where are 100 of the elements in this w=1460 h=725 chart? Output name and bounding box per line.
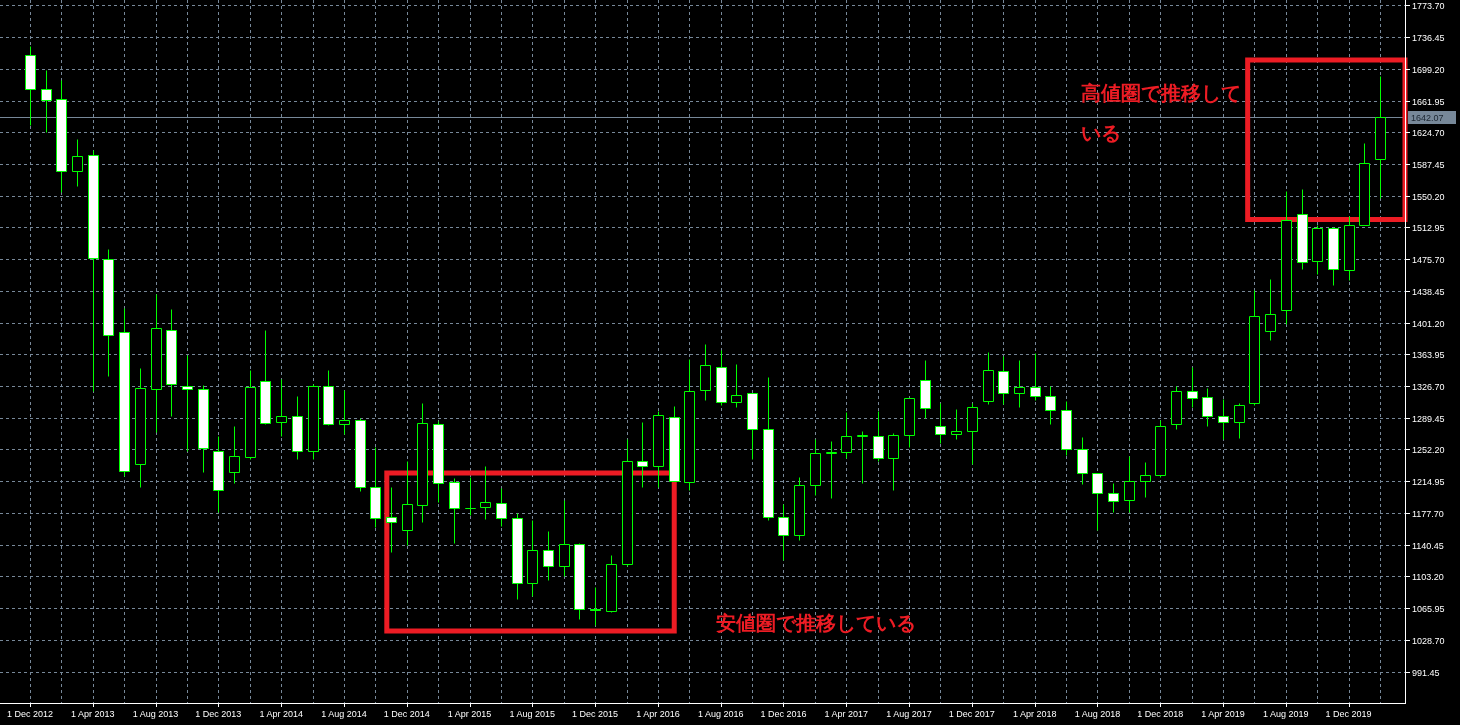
y-tick-label: 1587.45 [1412,159,1445,170]
x-tick-label: 1 Aug 2014 [321,709,367,719]
candlestick [1155,420,1166,478]
candlestick [135,368,146,488]
candlestick [1108,483,1119,513]
candlestick [1014,360,1025,408]
candlestick [260,330,271,425]
x-tick-label: 1 Aug 2015 [509,709,556,719]
candlestick [527,520,538,597]
candlestick [590,587,601,626]
y-tick-label: 991.45 [1412,667,1440,678]
candlestick [716,350,727,406]
candlestick [700,344,711,401]
y-tick-label: 1363.95 [1412,349,1445,360]
x-tick-label: 1 Aug 2019 [1263,709,1309,719]
x-tick-label: 1 Apr 2015 [447,709,492,719]
candlestick [166,309,177,417]
x-tick-label: 1 Aug 2017 [886,709,932,719]
candlestick [920,360,931,419]
candlestick [983,352,994,405]
candlestick [622,439,633,567]
x-tick-label: 1 Apr 2019 [1201,709,1245,719]
candlestick [213,436,224,513]
candlestick [449,478,460,544]
y-tick-label: 1065.95 [1412,603,1445,614]
candlestick [888,433,899,491]
y-tick-label: 1624.70 [1412,127,1445,138]
candlestick [229,426,240,484]
x-tick-label: 1 Dec 2018 [1137,709,1184,719]
y-tick-label: 1140.45 [1412,540,1444,551]
candlestick [998,356,1009,405]
candlestick [1045,386,1056,425]
x-tick-label: 1 Apr 2014 [259,709,303,719]
candlestick [1030,353,1041,401]
candlestick [794,477,805,541]
candlestick [339,390,350,435]
x-tick-label: 1 Dec 2017 [948,709,995,719]
candlestick [433,421,444,503]
annotation: 安値圏で推移している [715,611,916,635]
x-tick-label: 1 Dec 2014 [383,709,430,719]
y-tick-label: 1401.20 [1412,318,1445,329]
candlestick [323,370,334,426]
candlestick [1124,456,1135,513]
candlestick [574,543,585,620]
x-tick-label: 1 Aug 2016 [697,709,744,719]
candlestick [198,385,209,473]
candlestick [512,513,523,600]
candlestick [669,406,680,482]
candlestick [1297,189,1308,270]
candlestick [1265,279,1276,341]
x-tick-label: 1 Aug 2018 [1074,709,1121,719]
candlestick [763,377,774,521]
y-tick-label: 1438.45 [1412,286,1445,297]
candlestick [25,46,36,126]
x-tick-label: 1 Dec 2015 [572,709,619,719]
candlestick [103,249,114,377]
y-tick-label: 1214.95 [1412,476,1445,487]
x-tick-label: 1 Dec 2019 [1325,709,1372,719]
candlestick [1061,401,1072,456]
ref-line-label: 1642.07 [1411,112,1444,123]
candlestick [480,466,491,520]
annotation: 高値圏で推移している [1081,81,1242,145]
candlestick [182,355,193,452]
candlestick [56,80,67,193]
y-tick-label: 1177.70 [1412,508,1444,519]
candlestick [606,555,617,613]
candlestick [841,412,852,459]
candlestick [1328,227,1339,286]
x-tick-label: 1 Apr 2013 [71,709,115,719]
x-tick-label: 1 Apr 2018 [1012,709,1057,719]
y-tick-label: 1550.20 [1412,191,1445,202]
candlestick [1359,143,1370,226]
candlestick [370,447,381,528]
candlestick [1077,437,1088,485]
candlestick [559,500,570,577]
candlestick [826,441,837,499]
candlestick [1312,225,1323,275]
candlestick [386,487,397,553]
candlestick [810,439,821,496]
candlestick [292,396,303,460]
candlestick [967,403,978,465]
candlestick [496,488,507,527]
x-tick-label: 1 Dec 2016 [760,709,807,719]
candlestick [747,393,758,460]
candlestick [1202,388,1213,427]
y-tick-label: 1512.95 [1412,222,1445,233]
candlestick [41,70,52,133]
candlestick [1187,367,1198,408]
candlestick [1092,473,1103,531]
y-tick-label: 1736.45 [1412,32,1445,43]
y-tick-label: 1661.95 [1412,96,1445,107]
candlestick [935,403,946,444]
y-tick-label: 1252.20 [1412,444,1445,455]
candlestick [1234,403,1245,439]
candlestick [778,504,789,561]
candlestick [1249,290,1260,406]
y-tick-label: 1773.70 [1412,0,1445,11]
x-tick-label: 1 Dec 2012 [6,709,54,719]
candlestick [245,370,256,460]
candlestick [637,422,648,488]
